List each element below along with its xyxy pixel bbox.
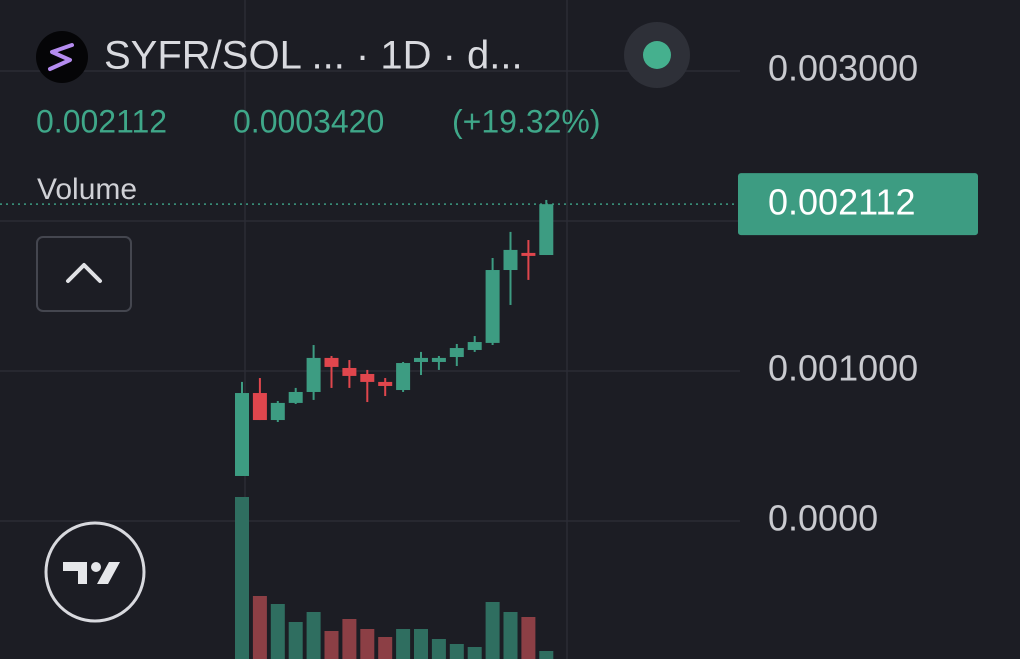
tradingview-logo[interactable]: [44, 521, 146, 623]
candle-body: [396, 363, 411, 391]
candle-body: [288, 391, 303, 403]
candle-body: [270, 402, 285, 421]
volume-bar: [342, 619, 357, 659]
candle-body: [539, 204, 554, 256]
volume-bar: [396, 629, 411, 659]
tradingview-logo-glyph: [63, 562, 120, 584]
volume-bar: [485, 602, 500, 659]
y-tick-label: 0.003000: [768, 47, 918, 88]
change-pct-text: (+19.32%): [452, 103, 601, 139]
volume-bar: [503, 612, 518, 659]
volume-bar: [539, 651, 554, 659]
candle-body: [378, 381, 393, 386]
volume-bar: [521, 617, 536, 659]
candle-body: [252, 393, 267, 421]
price-text: 0.002112: [36, 103, 167, 139]
candle-body: [414, 357, 428, 362]
volume-bar: [270, 604, 285, 659]
candle-body: [521, 252, 536, 256]
tradingview-logo-dot: [91, 562, 101, 572]
status-dot: [643, 41, 671, 69]
candle-body: [306, 357, 321, 392]
last-price-tag: [738, 173, 978, 236]
volume-bar: [414, 629, 428, 659]
volume-label: Volume: [37, 173, 137, 206]
candle-body: [324, 357, 339, 367]
candle-body: [360, 373, 375, 382]
y-tick-label: 0.001000: [768, 347, 918, 388]
candle-body: [235, 393, 249, 476]
symbol-title: SYFR/SOL ... · 1D · d...: [104, 34, 523, 78]
volume-bar: [360, 629, 375, 659]
chevron-up-icon: [66, 263, 102, 283]
volume-bar: [288, 622, 303, 659]
volume-bar: [235, 497, 249, 659]
candle-body: [342, 367, 357, 376]
candle-body: [467, 342, 482, 350]
volume-bar: [324, 631, 339, 659]
symbol-logo-glyph: [48, 43, 74, 71]
candle-body: [503, 249, 518, 271]
volume-bar: [467, 647, 482, 659]
candle-body: [449, 348, 464, 358]
volume-bar: [449, 644, 464, 659]
collapse-button[interactable]: [36, 236, 132, 312]
candle-body: [485, 270, 500, 343]
change-text: 0.0003420: [233, 103, 384, 139]
overlay: SYFR/SOL ... · 1D · d... 0.002112 0.0003…: [36, 22, 690, 623]
plot-area: [0, 70, 740, 659]
volume-bar: [306, 612, 321, 659]
volume-bar: [378, 637, 393, 659]
last-price-label: 0.002112: [768, 182, 915, 223]
y-tick-label: 0.0000: [768, 498, 878, 539]
volume-bar: [252, 596, 267, 659]
candle-body: [431, 357, 446, 362]
volume-bar: [431, 639, 446, 659]
